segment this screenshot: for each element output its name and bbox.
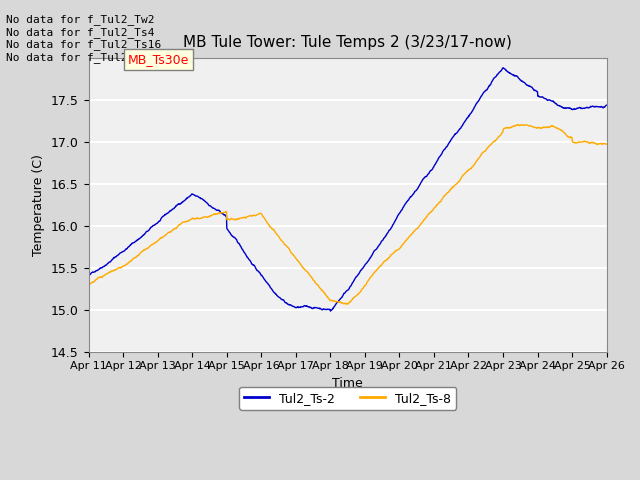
Tul2_Ts-2 (305, 304, 312, 310)
Tul2_Ts-8 (305, 270, 312, 276)
Tul2_Ts-8 (515, 122, 522, 128)
Tul2_Ts-8 (380, 259, 388, 265)
Tul2_Ts-2 (324, 306, 332, 312)
Tul2_Ts-8 (316, 284, 323, 290)
Tul2_Ts-2 (146, 226, 154, 232)
Y-axis label: Temperature (C): Temperature (C) (33, 154, 45, 256)
Line: Tul2_Ts-8: Tul2_Ts-8 (88, 125, 607, 304)
Tul2_Ts-8 (84, 282, 92, 288)
Tul2_Ts-8 (603, 141, 611, 147)
Legend: Tul2_Ts-2, Tul2_Ts-8: Tul2_Ts-2, Tul2_Ts-8 (239, 387, 456, 410)
Tul2_Ts-8 (324, 295, 332, 301)
Tul2_Ts-2 (326, 308, 334, 314)
Tul2_Ts-2 (316, 305, 323, 311)
Tul2_Ts-8 (343, 301, 351, 307)
Tul2_Ts-8 (125, 259, 132, 265)
Tul2_Ts-2 (603, 102, 611, 108)
X-axis label: Time: Time (332, 377, 363, 390)
Tul2_Ts-2 (380, 236, 388, 241)
Tul2_Ts-2 (499, 65, 507, 71)
Tul2_Ts-2 (84, 273, 92, 279)
Text: No data for f_Tul2_Tw2
No data for f_Tul2_Ts4
No data for f_Tul2_Ts16
No data fo: No data for f_Tul2_Tw2 No data for f_Tul… (6, 14, 162, 63)
Tul2_Ts-8 (146, 243, 154, 249)
Line: Tul2_Ts-2: Tul2_Ts-2 (88, 68, 607, 311)
Text: MB_Ts30e: MB_Ts30e (128, 53, 189, 66)
Title: MB Tule Tower: Tule Temps 2 (3/23/17-now): MB Tule Tower: Tule Temps 2 (3/23/17-now… (183, 35, 512, 50)
Tul2_Ts-2 (125, 244, 132, 250)
